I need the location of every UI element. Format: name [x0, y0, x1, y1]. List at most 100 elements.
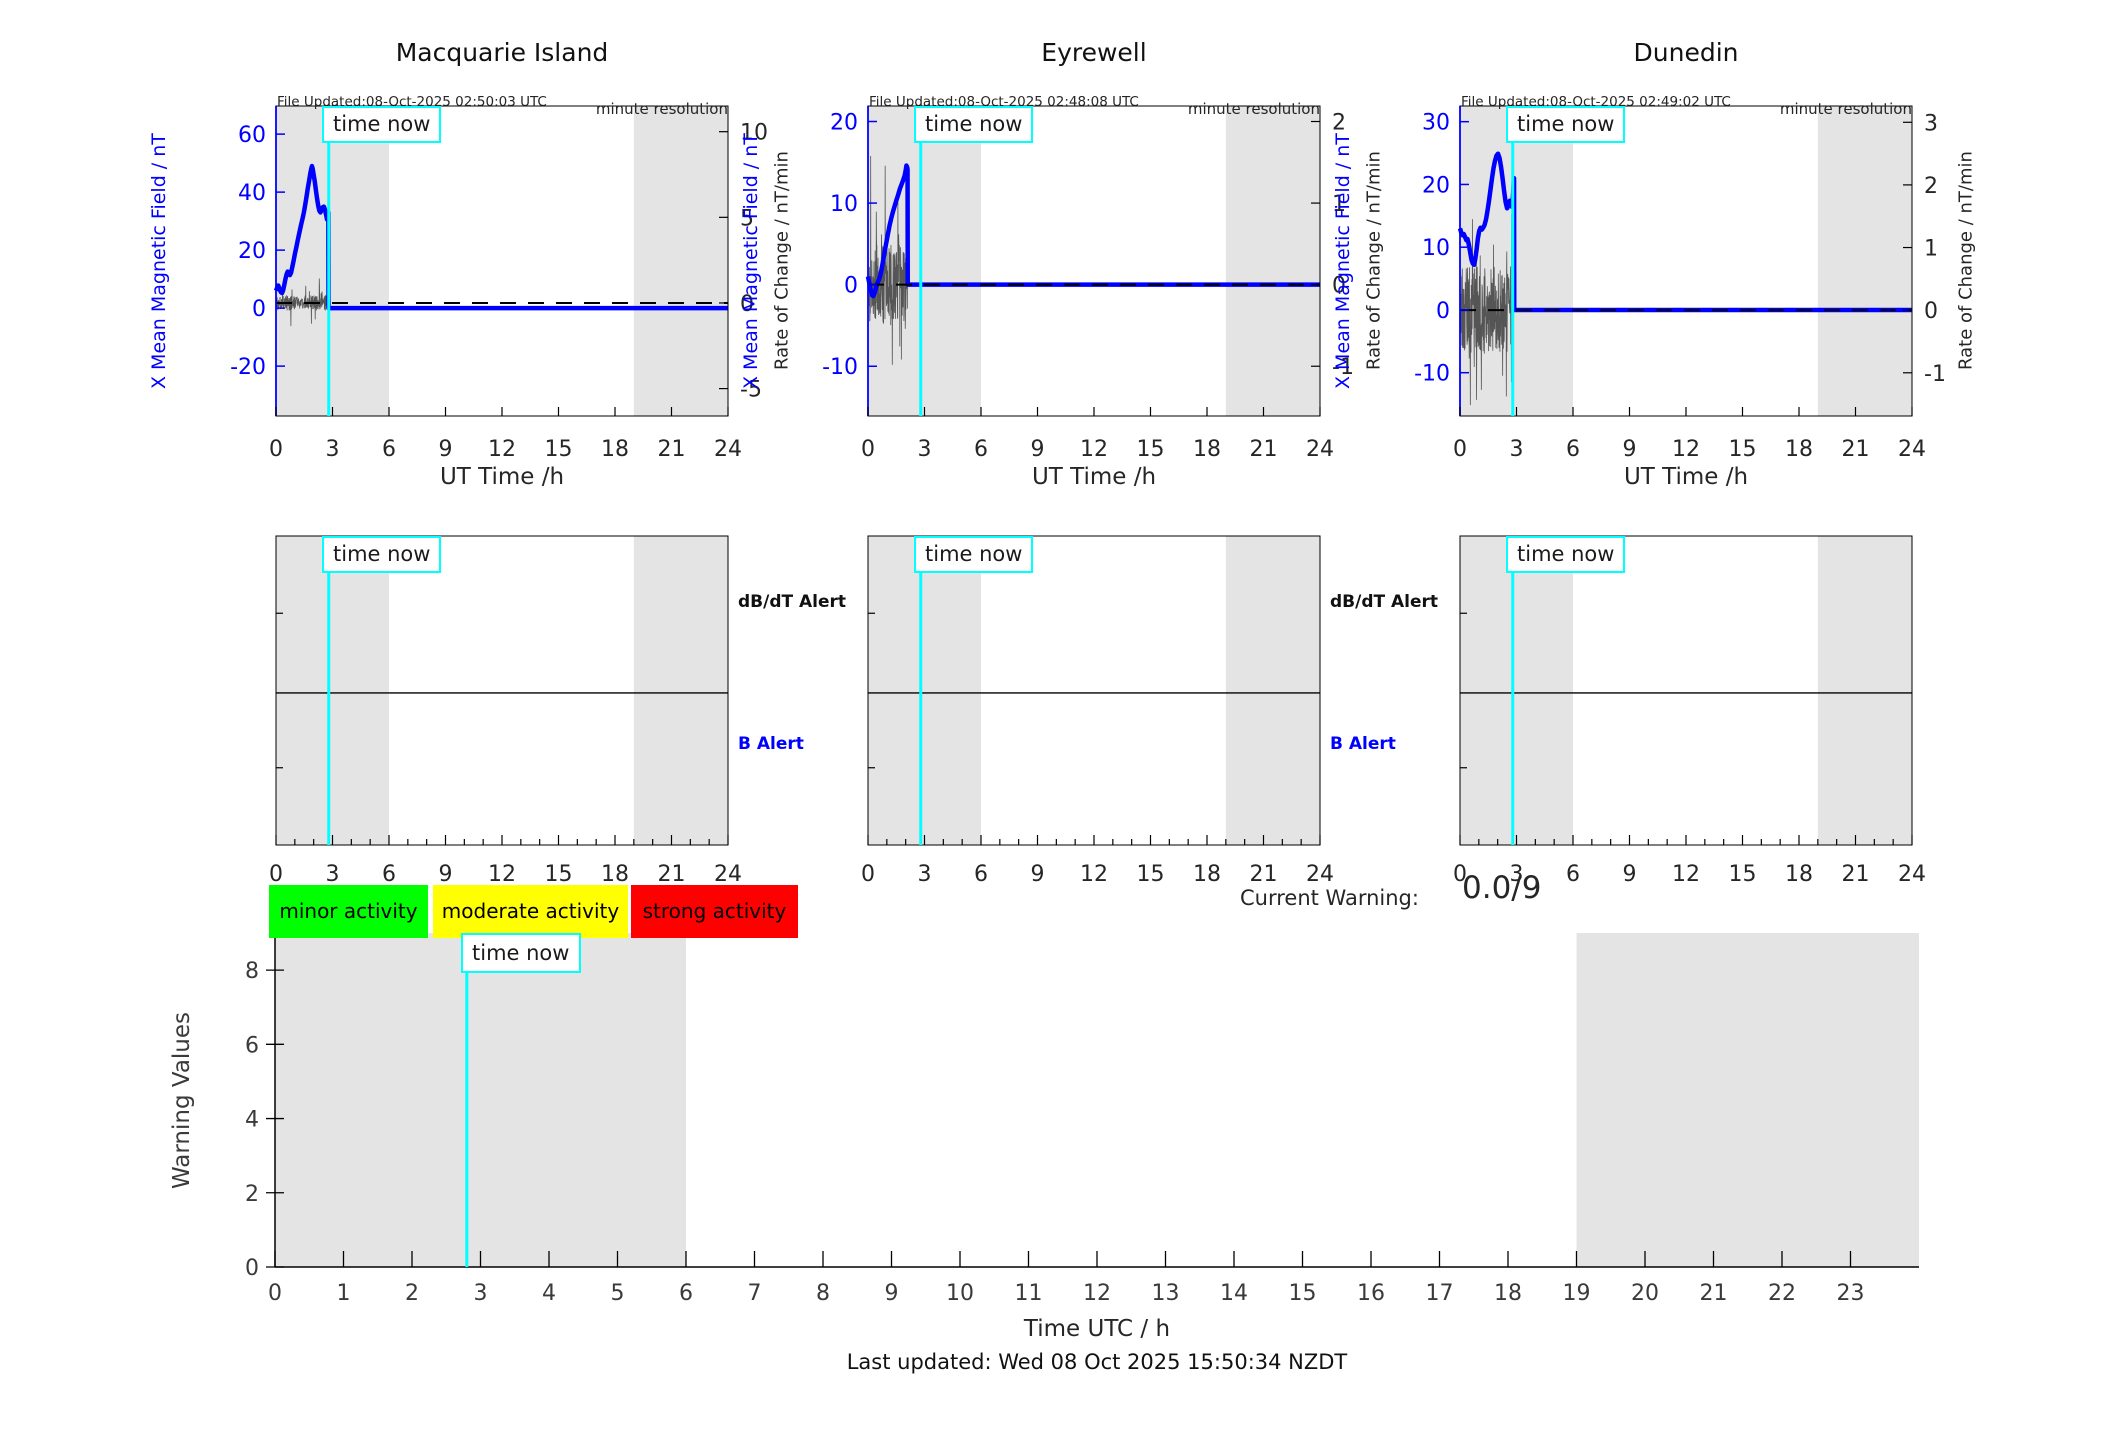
- svg-text:10: 10: [830, 192, 858, 217]
- svg-text:15: 15: [545, 862, 573, 887]
- svg-text:6: 6: [382, 437, 396, 462]
- svg-text:3: 3: [1510, 862, 1524, 887]
- svg-text:1: 1: [1924, 237, 1938, 262]
- x-axis-label-dunedin: UT Time /h: [1623, 464, 1749, 490]
- y-axis-label-right-eyrewell: Rate of Change / nT/min: [1363, 151, 1385, 371]
- svg-text:0: 0: [1332, 274, 1346, 299]
- station-title-dunedin: Dunedin: [1633, 38, 1739, 67]
- svg-text:22: 22: [1768, 1281, 1796, 1306]
- legend-minor-activity: minor activity: [269, 885, 428, 938]
- svg-text:6: 6: [1566, 862, 1580, 887]
- svg-text:0: 0: [269, 437, 283, 462]
- svg-text:24: 24: [1306, 437, 1334, 462]
- svg-text:0: 0: [861, 437, 875, 462]
- svg-text:21: 21: [1842, 437, 1870, 462]
- svg-text:3: 3: [1510, 437, 1524, 462]
- svg-text:15: 15: [1137, 437, 1165, 462]
- svg-text:12: 12: [1672, 862, 1700, 887]
- svg-text:18: 18: [601, 437, 629, 462]
- svg-text:12: 12: [1080, 437, 1108, 462]
- svg-text:2: 2: [245, 1182, 259, 1207]
- svg-text:0: 0: [245, 1256, 259, 1281]
- svg-text:3: 3: [474, 1281, 488, 1306]
- svg-text:40: 40: [238, 181, 266, 206]
- svg-text:13: 13: [1152, 1281, 1180, 1306]
- svg-text:9: 9: [1031, 862, 1045, 887]
- svg-text:60: 60: [238, 123, 266, 148]
- svg-text:0: 0: [252, 297, 266, 322]
- station-title-macquarie: Macquarie Island: [395, 38, 609, 67]
- resolution-note-dunedin: minute resolution: [1779, 100, 1912, 118]
- svg-text:20: 20: [1631, 1281, 1659, 1306]
- svg-text:21: 21: [1700, 1281, 1728, 1306]
- svg-text:18: 18: [1785, 862, 1813, 887]
- svg-text:12: 12: [1080, 862, 1108, 887]
- current-warning-label: Current Warning:: [1240, 886, 1419, 910]
- svg-text:15: 15: [1137, 862, 1165, 887]
- svg-text:19: 19: [1563, 1281, 1591, 1306]
- svg-text:0: 0: [861, 862, 875, 887]
- svg-text:6: 6: [974, 437, 988, 462]
- svg-text:-20: -20: [230, 355, 266, 380]
- svg-text:0: 0: [1924, 299, 1938, 324]
- dbdt-alert-label-2: dB/dT Alert: [1330, 592, 1439, 612]
- svg-text:18: 18: [1494, 1281, 1522, 1306]
- time-now-flag-alert-eyrewell: time now: [914, 536, 1033, 573]
- svg-text:18: 18: [601, 862, 629, 887]
- svg-text:0: 0: [1453, 437, 1467, 462]
- svg-text:15: 15: [1729, 862, 1757, 887]
- svg-text:24: 24: [1306, 862, 1334, 887]
- svg-text:3: 3: [918, 862, 932, 887]
- y-axis-label-right-dunedin: Rate of Change / nT/min: [1955, 151, 1977, 371]
- b-alert-label-1: B Alert: [738, 734, 804, 754]
- svg-text:6: 6: [1566, 437, 1580, 462]
- resolution-note-macquarie: minute resolution: [595, 100, 728, 118]
- svg-text:2: 2: [1924, 174, 1938, 199]
- y-axis-label-left-macquarie: X Mean Magnetic Field / nT: [148, 133, 170, 389]
- time-now-flag-eyrewell: time now: [914, 106, 1033, 143]
- svg-text:1: 1: [1332, 192, 1346, 217]
- svg-text:24: 24: [1898, 862, 1926, 887]
- svg-text:10: 10: [1422, 236, 1450, 261]
- svg-text:5: 5: [611, 1281, 625, 1306]
- svg-text:4: 4: [542, 1281, 556, 1306]
- svg-text:1: 1: [337, 1281, 351, 1306]
- svg-text:4: 4: [245, 1108, 259, 1133]
- svg-text:21: 21: [1250, 437, 1278, 462]
- svg-text:14: 14: [1220, 1281, 1248, 1306]
- svg-text:10: 10: [740, 121, 768, 146]
- svg-text:-5: -5: [740, 378, 762, 403]
- warning-values-axis-label: Warning Values: [169, 1011, 195, 1189]
- svg-text:5: 5: [740, 206, 754, 231]
- svg-text:24: 24: [1898, 437, 1926, 462]
- svg-text:11: 11: [1015, 1281, 1043, 1306]
- svg-text:21: 21: [658, 862, 686, 887]
- svg-text:3: 3: [918, 437, 932, 462]
- svg-text:6: 6: [382, 862, 396, 887]
- last-updated-text: Last updated: Wed 08 Oct 2025 15:50:34 N…: [846, 1350, 1348, 1374]
- time-now-flag-macquarie: time now: [322, 106, 441, 143]
- svg-text:3: 3: [326, 862, 340, 887]
- svg-text:0: 0: [740, 292, 754, 317]
- svg-text:-10: -10: [1414, 362, 1450, 387]
- svg-text:-1: -1: [1332, 355, 1354, 380]
- svg-text:9: 9: [439, 862, 453, 887]
- svg-text:8: 8: [816, 1281, 830, 1306]
- time-now-flag-warning: time now: [461, 933, 581, 973]
- svg-text:2: 2: [405, 1281, 419, 1306]
- svg-text:20: 20: [238, 239, 266, 264]
- y-axis-label-left-dunedin: X Mean Magnetic Field / nT: [1332, 133, 1354, 389]
- svg-text:17: 17: [1426, 1281, 1454, 1306]
- svg-text:6: 6: [974, 862, 988, 887]
- svg-text:0: 0: [1453, 862, 1467, 887]
- svg-text:0: 0: [268, 1281, 282, 1306]
- y-axis-label-left-eyrewell: X Mean Magnetic Field / nT: [740, 133, 762, 389]
- legend-moderate-activity: moderate activity: [433, 885, 628, 938]
- svg-text:21: 21: [1842, 862, 1870, 887]
- station-title-eyrewell: Eyrewell: [1041, 38, 1147, 67]
- svg-text:7: 7: [748, 1281, 762, 1306]
- svg-text:20: 20: [830, 111, 858, 136]
- svg-text:18: 18: [1785, 437, 1813, 462]
- time-now-flag-alert-dunedin: time now: [1506, 536, 1625, 573]
